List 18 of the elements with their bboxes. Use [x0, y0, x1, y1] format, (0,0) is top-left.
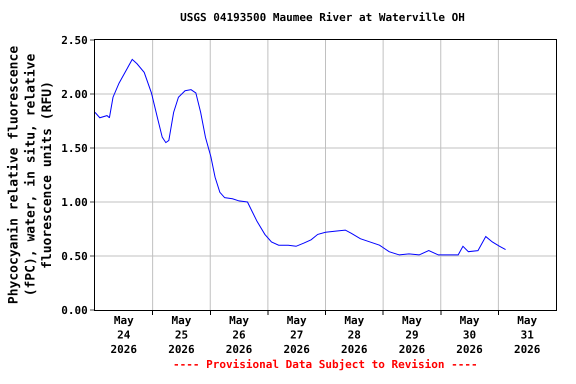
x-tick-label: May 25 2026 [168, 314, 196, 356]
y-tick-label: 1.00 [61, 196, 88, 209]
x-tick-label: May 31 2026 [514, 314, 541, 356]
y-tick-label: 2.00 [61, 88, 88, 101]
x-tick-label: May 29 2026 [398, 314, 426, 356]
x-tick-label: May 30 2026 [456, 314, 484, 356]
x-tick-label: May 26 2026 [226, 314, 253, 356]
y-axis-title: Phycocyanin relative fluorescence (fPC), water, in situ, relative fluorescence units (RFU) [6, 46, 56, 304]
line-series [95, 58, 506, 256]
x-tick-label: May 24 2026 [110, 314, 138, 356]
chart-title: USGS 04193500 Maumee River at Waterville OH [180, 11, 465, 24]
y-tick-label: 1.50 [61, 142, 88, 155]
y-tick-label: 0.00 [61, 304, 88, 317]
x-tick-label: May 27 2026 [283, 314, 310, 356]
x-tick-label: May 28 2026 [341, 314, 368, 356]
y-tick-label: 0.50 [61, 250, 88, 263]
y-tick-label: 2.50 [61, 34, 88, 47]
text: ---- Provisional Data Subject to Revision ---- [173, 358, 478, 371]
